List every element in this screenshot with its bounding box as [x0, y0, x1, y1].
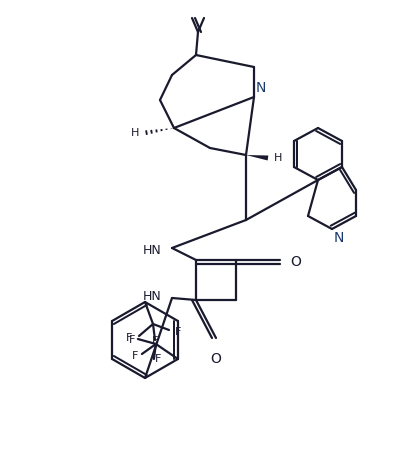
Text: H: H: [274, 153, 282, 163]
Text: F: F: [152, 336, 158, 346]
Text: F: F: [126, 333, 132, 343]
Polygon shape: [246, 155, 268, 160]
Text: HN: HN: [143, 289, 162, 302]
Text: F: F: [131, 351, 138, 361]
Text: F: F: [155, 354, 161, 364]
Text: F: F: [175, 327, 181, 337]
Text: H: H: [131, 128, 139, 138]
Text: F: F: [129, 335, 135, 345]
Text: O: O: [211, 352, 221, 366]
Text: HN: HN: [143, 244, 162, 256]
Text: O: O: [290, 255, 301, 269]
Text: N: N: [334, 231, 344, 245]
Text: N: N: [256, 81, 267, 95]
